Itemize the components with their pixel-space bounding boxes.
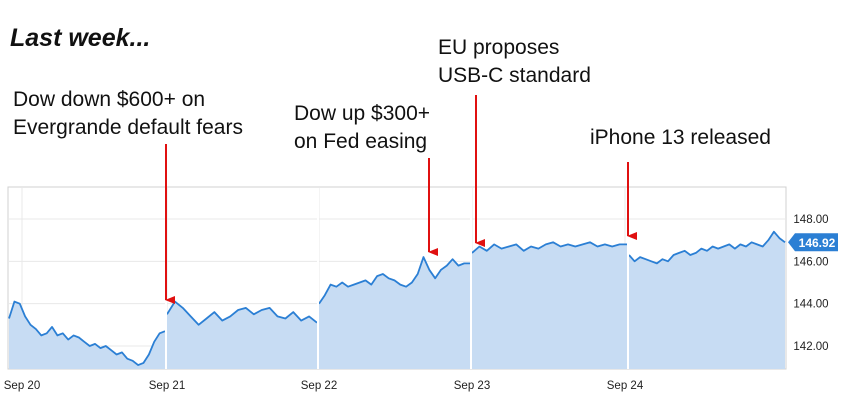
headline: Last week... (10, 24, 151, 52)
y-tick-label: 144.00 (793, 299, 828, 311)
area-fill-session (629, 231, 785, 369)
annotation-line: iPhone 13 released (590, 126, 771, 149)
price-line-session (318, 256, 470, 305)
price-line-session (8, 300, 166, 366)
x-tick-label: Sep 23 (454, 380, 490, 392)
area-fill-session (9, 301, 165, 369)
price-line-session (166, 300, 318, 326)
x-tick-label: Sep 22 (301, 380, 337, 392)
area-fill-session (472, 242, 627, 369)
last-price-badge (788, 233, 838, 252)
x-tick-label: Sep 21 (149, 380, 185, 392)
last-price-label: 146.92 (799, 236, 836, 250)
y-tick-label: 148.00 (793, 214, 828, 226)
annotation-iphone: iPhone 13 released (590, 124, 771, 152)
area-fill-session (319, 257, 470, 369)
price-line-session (471, 241, 627, 254)
annotation-evergrande: Dow down $600+ on Evergrande default fea… (13, 86, 243, 142)
annotation-fed-easing: Dow up $300+ on Fed easing (294, 100, 430, 156)
area-fill-session (167, 301, 317, 369)
annotation-usb-c: EU proposes USB-C standard (438, 34, 591, 90)
annotation-line: EU proposes (438, 36, 560, 59)
y-tick-label: 146.00 (793, 256, 828, 268)
annotation-line: Evergrande default fears (13, 116, 243, 139)
price-line-session (628, 230, 786, 265)
annotation-line: Dow up $300+ (294, 102, 431, 125)
x-tick-label: Sep 20 (4, 380, 40, 392)
annotation-line: USB-C standard (438, 64, 591, 87)
y-tick-label: 142.00 (793, 341, 828, 353)
annotation-line: on Fed easing (294, 130, 428, 153)
x-tick-label: Sep 24 (607, 380, 644, 392)
annotation-line: Dow down $600+ on (13, 88, 206, 111)
